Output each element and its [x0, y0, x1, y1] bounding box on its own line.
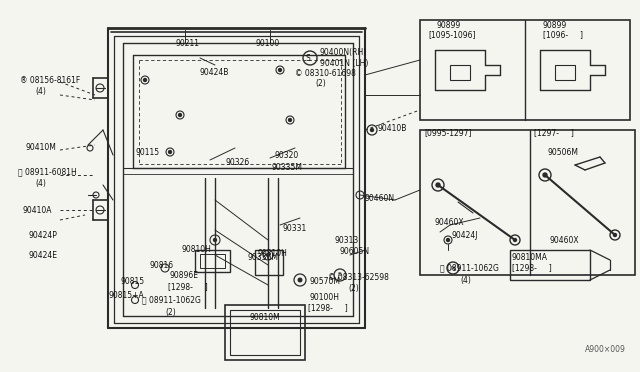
Text: 90335M: 90335M [272, 163, 303, 171]
Text: [0995-1297]: [0995-1297] [424, 128, 472, 138]
Text: 90115: 90115 [135, 148, 159, 157]
Text: S: S [306, 54, 310, 62]
Text: 90331: 90331 [283, 224, 307, 232]
Bar [225, 305, 305, 360]
Bar [420, 130, 635, 275]
Text: 90424B: 90424B [200, 67, 229, 77]
Text: [1298-     ]: [1298- ] [512, 263, 552, 273]
Text: 90810M: 90810M [250, 314, 281, 323]
Text: 90326: 90326 [225, 157, 249, 167]
Text: 90896E: 90896E [170, 272, 199, 280]
Circle shape [447, 238, 449, 241]
Text: (4): (4) [460, 276, 471, 285]
Text: 90424J: 90424J [452, 231, 479, 240]
Circle shape [266, 253, 269, 257]
Text: 90460X: 90460X [550, 235, 580, 244]
Text: 90570M: 90570M [310, 278, 341, 286]
Text: Ⓝ 08911-1062G: Ⓝ 08911-1062G [142, 295, 201, 305]
Text: A900×009: A900×009 [585, 346, 626, 355]
Text: [1095-1096]: [1095-1096] [428, 31, 476, 39]
Circle shape [436, 183, 440, 187]
Bar [230, 310, 300, 355]
Circle shape [614, 234, 616, 237]
Text: Ⓝ 08911-1062G: Ⓝ 08911-1062G [440, 263, 499, 273]
Text: 90100: 90100 [255, 38, 279, 48]
Text: 90401N (LH): 90401N (LH) [320, 58, 369, 67]
Text: 90410M: 90410M [25, 142, 56, 151]
Text: 90815+A: 90815+A [108, 291, 144, 299]
Text: 90810H: 90810H [182, 246, 212, 254]
Text: 90100H: 90100H [310, 294, 340, 302]
Bar [255, 250, 283, 275]
Text: 90899: 90899 [543, 20, 567, 29]
Text: [1096-     ]: [1096- ] [543, 31, 583, 39]
Text: 90410B: 90410B [378, 124, 408, 132]
Circle shape [513, 238, 516, 241]
Bar [200, 254, 225, 268]
Text: 90810H: 90810H [258, 248, 288, 257]
Text: 90410A: 90410A [22, 205, 51, 215]
Text: (4): (4) [35, 179, 46, 187]
Text: 90506M: 90506M [548, 148, 579, 157]
Circle shape [278, 68, 282, 71]
Text: 90816: 90816 [150, 260, 174, 269]
Text: [1298-     ]: [1298- ] [168, 282, 208, 292]
Circle shape [168, 151, 172, 154]
Text: S: S [338, 273, 342, 278]
Text: 90211: 90211 [175, 38, 199, 48]
Text: 90810MA: 90810MA [512, 253, 548, 263]
Bar [420, 20, 630, 120]
Text: 90899: 90899 [437, 20, 461, 29]
Circle shape [543, 173, 547, 177]
Text: 90460X: 90460X [435, 218, 465, 227]
Bar [450, 65, 470, 80]
Circle shape [179, 113, 182, 116]
Bar [555, 65, 575, 80]
Circle shape [289, 119, 291, 122]
Text: [1298-     ]: [1298- ] [308, 304, 348, 312]
Text: 90815: 90815 [120, 278, 144, 286]
Text: (2): (2) [315, 78, 326, 87]
Text: ® 08156-8161F: ® 08156-8161F [20, 76, 80, 84]
Text: 90336M: 90336M [248, 253, 279, 263]
Circle shape [143, 78, 147, 81]
Text: 90320: 90320 [275, 151, 300, 160]
Bar [195, 250, 230, 272]
Text: (2): (2) [348, 285, 359, 294]
Text: (4): (4) [35, 87, 46, 96]
Text: N: N [451, 266, 456, 270]
Text: 90400N(RH): 90400N(RH) [320, 48, 367, 57]
Text: © 08310-61698: © 08310-61698 [295, 68, 356, 77]
Circle shape [214, 238, 216, 241]
Text: (2): (2) [165, 308, 176, 317]
Circle shape [371, 128, 374, 131]
Bar [510, 250, 590, 280]
Text: 90424E: 90424E [28, 250, 57, 260]
Text: 90313: 90313 [335, 235, 359, 244]
Text: Ⓝ 08911-6081H: Ⓝ 08911-6081H [18, 167, 77, 176]
Text: © 08313-62598: © 08313-62598 [328, 273, 389, 282]
Text: 90460N: 90460N [365, 193, 395, 202]
Text: 90424P: 90424P [28, 231, 57, 240]
Text: [1297-     ]: [1297- ] [534, 128, 574, 138]
Circle shape [298, 278, 303, 282]
Text: 90605N: 90605N [340, 247, 370, 257]
